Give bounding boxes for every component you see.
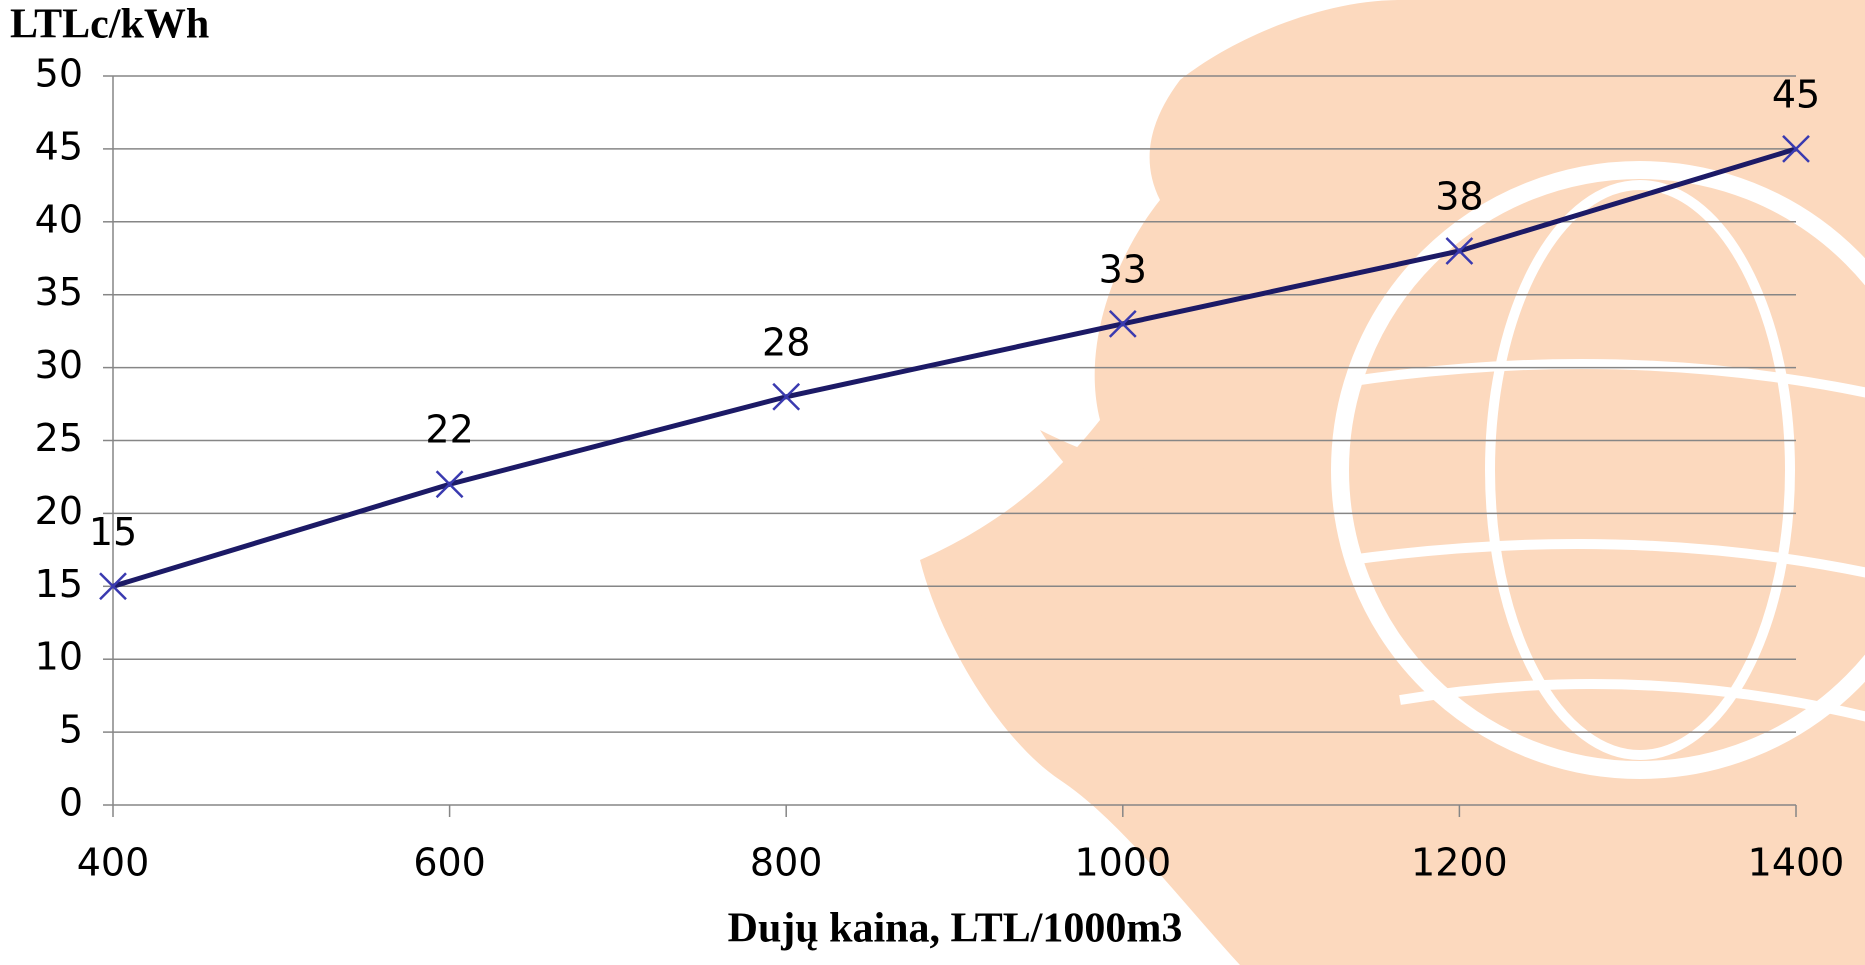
data-label: 28	[762, 320, 810, 364]
logo-flame	[920, 0, 1865, 965]
logo-globe	[1349, 359, 1865, 722]
data-line	[112, 146, 1797, 589]
logo-globe	[1485, 180, 1795, 760]
y-tick-label: 30	[35, 343, 83, 387]
data-marker	[1108, 309, 1137, 338]
y-tick-label: 15	[35, 562, 83, 606]
data-label: 22	[425, 408, 473, 452]
data-marker	[99, 572, 127, 601]
data-marker	[772, 382, 801, 411]
y-tick-label: 50	[35, 52, 83, 96]
y-tick-label: 10	[35, 635, 83, 679]
data-label: 15	[89, 510, 137, 554]
y-tick-label: 35	[35, 270, 83, 314]
x-tick-label: 1400	[1748, 841, 1845, 885]
data-marker	[1445, 237, 1474, 265]
y-tick-label: 5	[59, 708, 83, 752]
y-axis-title: LTLc/kWh	[10, 2, 209, 48]
y-tick-label: 25	[35, 416, 83, 460]
x-tick-label: 800	[750, 841, 823, 885]
x-tick-label: 400	[77, 841, 150, 885]
background-logo	[920, 0, 1865, 965]
x-axis-title: Dujų kaina, LTL/1000m3	[728, 906, 1183, 952]
data-marker	[1782, 135, 1810, 163]
data-marker	[435, 470, 464, 499]
x-tick-label: 600	[413, 841, 486, 885]
data-label: 38	[1435, 174, 1483, 218]
data-label: 33	[1099, 247, 1147, 291]
y-tick-label: 20	[35, 489, 83, 533]
y-tick-label: 45	[35, 124, 83, 168]
logo-flame	[1040, 430, 1240, 526]
data-label: 45	[1772, 72, 1820, 116]
y-tick-label: 0	[59, 781, 83, 825]
x-tick-label: 1000	[1074, 841, 1171, 885]
y-tick-label: 40	[35, 197, 83, 241]
logo-globe	[1331, 161, 1865, 779]
logo-flame	[930, 560, 1150, 653]
x-tick-label: 1200	[1411, 841, 1508, 885]
